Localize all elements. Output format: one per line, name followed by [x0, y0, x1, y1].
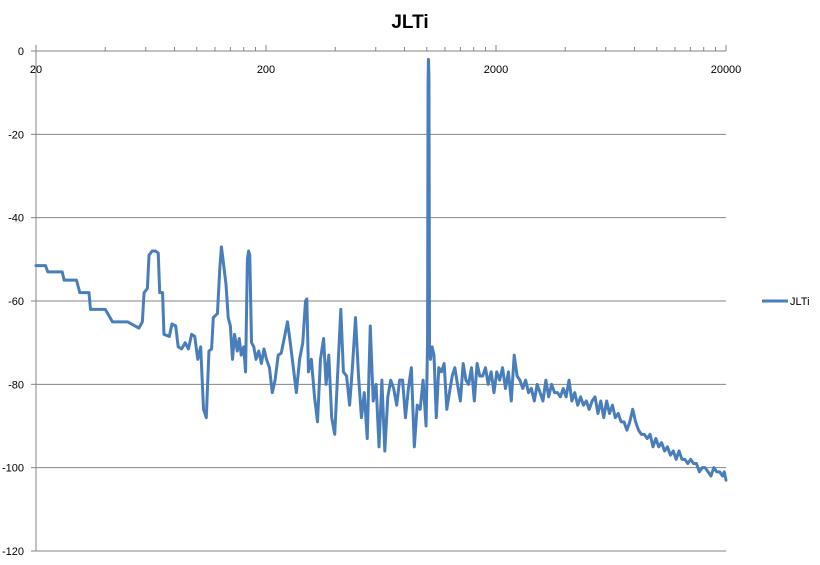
tick-labels: 0 -20 -40 -60 -80 -100 -120 20 200 2000 20000	[2, 46, 741, 558]
y-tick-label: -80	[8, 379, 24, 391]
y-tick-label: -120	[2, 546, 24, 558]
x-tick-label: 20	[30, 64, 42, 76]
x-tick-label: 200	[257, 64, 275, 76]
series-layer	[34, 57, 728, 482]
y-tick-label: -100	[2, 463, 24, 475]
legend-label-jlti: JLTi	[790, 296, 810, 308]
chart-title: JLTi	[391, 12, 428, 33]
y-tick-label: -20	[8, 129, 24, 141]
x-tick-label: 2000	[484, 64, 508, 76]
axes	[31, 45, 727, 552]
legend: JLTi	[762, 296, 810, 308]
y-tick-label: -60	[8, 296, 24, 308]
y-tick-label: 0	[18, 46, 24, 58]
x-tick-label: 20000	[711, 64, 742, 76]
grid-lines	[36, 133, 726, 552]
y-tick-label: -40	[8, 213, 24, 225]
series-line-jlti	[34, 57, 728, 482]
